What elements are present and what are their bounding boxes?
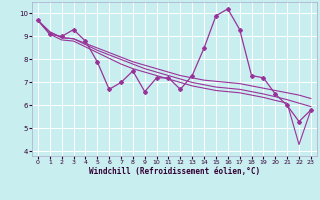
X-axis label: Windchill (Refroidissement éolien,°C): Windchill (Refroidissement éolien,°C) xyxy=(89,167,260,176)
